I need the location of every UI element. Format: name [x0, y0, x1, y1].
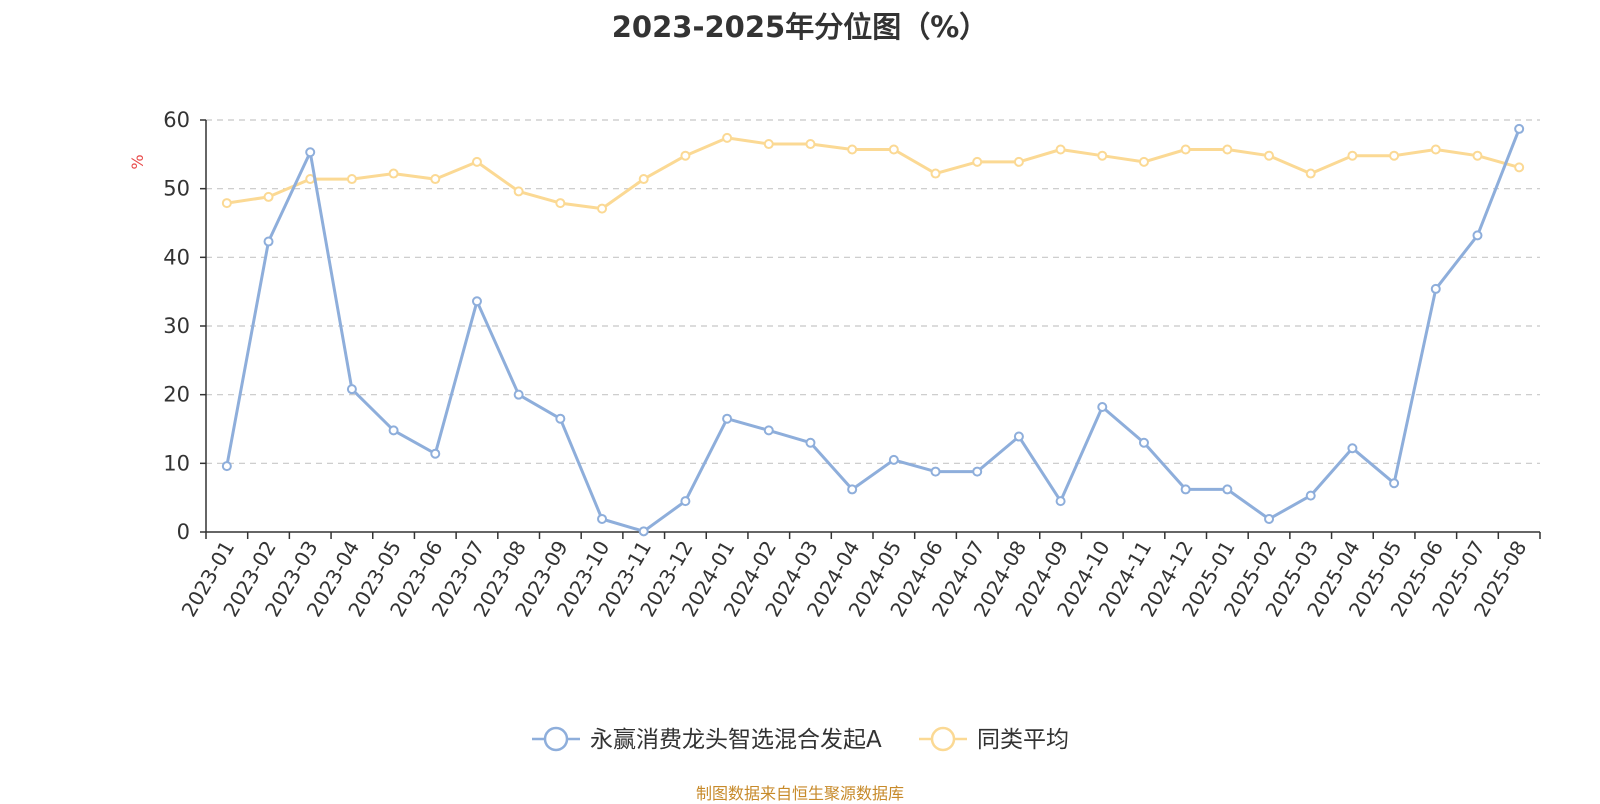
data-point[interactable]: [1055, 496, 1066, 507]
data-source-footer: 制图数据来自恒生聚源数据库: [695, 784, 904, 803]
data-point[interactable]: [638, 174, 649, 185]
y-tick-labels: 0 10 20 30 40 50 60: [163, 108, 190, 544]
y-tick-label: 40: [163, 245, 190, 269]
data-point[interactable]: [722, 413, 733, 424]
data-point[interactable]: [597, 203, 608, 214]
data-point[interactable]: [263, 191, 274, 202]
data-point[interactable]: [847, 484, 858, 495]
data-point[interactable]: [1097, 402, 1108, 413]
data-point[interactable]: [388, 168, 399, 179]
data-point[interactable]: [888, 144, 899, 155]
data-point[interactable]: [763, 139, 774, 150]
data-point[interactable]: [930, 466, 941, 477]
y-tick-label: 10: [163, 451, 190, 475]
data-point[interactable]: [221, 461, 232, 472]
data-point[interactable]: [263, 236, 274, 247]
y-tick-label: 20: [163, 383, 190, 407]
y-tick-label: 30: [163, 314, 190, 338]
data-point[interactable]: [972, 466, 983, 477]
series-line: [225, 128, 1521, 533]
y-axis-label: %: [128, 154, 147, 169]
data-point[interactable]: [1222, 144, 1233, 155]
chart-title: 2023-2025年分位图（%）: [611, 10, 989, 44]
data-point[interactable]: [680, 496, 691, 507]
data-point[interactable]: [763, 425, 774, 436]
data-point[interactable]: [388, 425, 399, 436]
data-point[interactable]: [930, 168, 941, 179]
data-point[interactable]: [1180, 484, 1191, 495]
data-point[interactable]: [1347, 150, 1358, 161]
data-point[interactable]: [1430, 144, 1441, 155]
data-point[interactable]: [847, 144, 858, 155]
data-point[interactable]: [1013, 156, 1024, 167]
data-point[interactable]: [221, 198, 232, 209]
data-point[interactable]: [972, 156, 983, 167]
data-point[interactable]: [555, 413, 566, 424]
data-point[interactable]: [346, 174, 357, 185]
data-point[interactable]: [1430, 283, 1441, 294]
data-point[interactable]: [471, 296, 482, 307]
legend-item[interactable]: 永赢消费龙头智选混合发起A: [532, 726, 882, 753]
data-point[interactable]: [1055, 144, 1066, 155]
data-point[interactable]: [1389, 478, 1400, 489]
data-point[interactable]: [805, 139, 816, 150]
data-point[interactable]: [1305, 490, 1316, 501]
data-point[interactable]: [1013, 431, 1024, 442]
data-point[interactable]: [1264, 513, 1275, 524]
data-point[interactable]: [555, 198, 566, 209]
data-point[interactable]: [430, 448, 441, 459]
data-point[interactable]: [513, 186, 524, 197]
legend-label: 永赢消费龙头智选混合发起A: [590, 727, 882, 753]
data-point[interactable]: [805, 437, 816, 448]
data-point[interactable]: [1514, 123, 1525, 134]
legend-marker-icon: [930, 726, 956, 752]
data-point[interactable]: [1138, 156, 1149, 167]
series-line: [226, 136, 1520, 211]
data-point[interactable]: [1097, 150, 1108, 161]
y-tick-label: 0: [177, 520, 190, 544]
data-point[interactable]: [1305, 168, 1316, 179]
data-point[interactable]: [1347, 443, 1358, 454]
legend-label: 同类平均: [977, 727, 1069, 753]
data-point[interactable]: [1472, 150, 1483, 161]
legend[interactable]: 永赢消费龙头智选混合发起A 同类平均: [532, 726, 1069, 753]
data-point[interactable]: [1222, 484, 1233, 495]
data-point[interactable]: [1138, 437, 1149, 448]
data-point[interactable]: [430, 174, 441, 185]
data-point[interactable]: [1264, 150, 1275, 161]
series-lines: [221, 123, 1525, 537]
legend-marker-icon: [543, 726, 569, 752]
data-point[interactable]: [1514, 162, 1525, 173]
data-point[interactable]: [305, 147, 316, 158]
axes: [200, 119, 1541, 539]
data-point[interactable]: [722, 132, 733, 143]
data-point[interactable]: [513, 389, 524, 400]
grid-lines: [206, 119, 1540, 464]
data-point[interactable]: [1389, 150, 1400, 161]
data-point[interactable]: [471, 156, 482, 167]
data-point[interactable]: [346, 384, 357, 395]
y-tick-label: 60: [163, 108, 190, 132]
data-point[interactable]: [597, 513, 608, 524]
data-point[interactable]: [680, 150, 691, 161]
data-point[interactable]: [1472, 230, 1483, 241]
data-point[interactable]: [1180, 144, 1191, 155]
legend-item[interactable]: 同类平均: [919, 726, 1069, 753]
data-point[interactable]: [638, 526, 649, 537]
y-tick-label: 50: [163, 177, 190, 201]
x-tick-labels: 2023-012023-022023-032023-042023-052023-…: [177, 537, 1532, 621]
data-point[interactable]: [888, 454, 899, 465]
